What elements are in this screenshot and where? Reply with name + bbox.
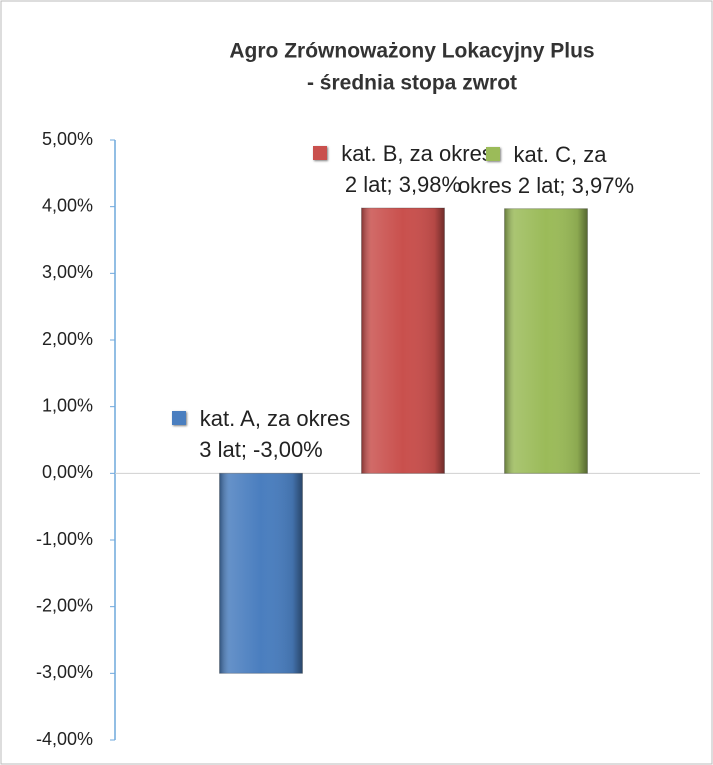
legend-marker	[313, 146, 328, 160]
data-label-text: kat. A, za okres 3 lat; -3,00%	[199, 406, 351, 463]
y-tick-label: -2,00%	[36, 595, 93, 615]
data-label-text: kat. C, za okres 2 lat; 3,97%	[457, 141, 635, 198]
bar-shade	[219, 473, 303, 674]
y-tick-label: -3,00%	[36, 662, 93, 682]
y-tick-label: 4,00%	[42, 195, 93, 215]
y-tick-label: 5,00%	[42, 129, 93, 149]
data-label-text: kat. B, za okres 2 lat; 3,98%	[341, 141, 493, 197]
bar-shade	[361, 208, 445, 474]
y-tick-label: -4,00%	[36, 729, 93, 749]
data-label: kat. A, za okres 3 lat; -3,00%	[171, 403, 351, 465]
data-label: kat. C, za okres 2 lat; 3,97%	[456, 139, 636, 201]
chart-subtitle: - średnia stopa zwrot	[307, 72, 517, 95]
legend-marker	[171, 411, 186, 426]
y-tick-label: 0,00%	[42, 462, 93, 482]
y-tick-label: 3,00%	[42, 262, 93, 282]
data-label: kat. B, za okres 2 lat; 3,98%	[313, 138, 493, 200]
chart-title: Agro Zrównoważony Lokacyjny Plus	[229, 40, 594, 63]
y-tick-label: -1,00%	[36, 529, 93, 549]
y-tick-label: 2,00%	[42, 329, 93, 349]
legend-marker	[485, 146, 500, 161]
y-tick-label: 1,00%	[42, 395, 93, 415]
bar-shade	[504, 208, 588, 474]
